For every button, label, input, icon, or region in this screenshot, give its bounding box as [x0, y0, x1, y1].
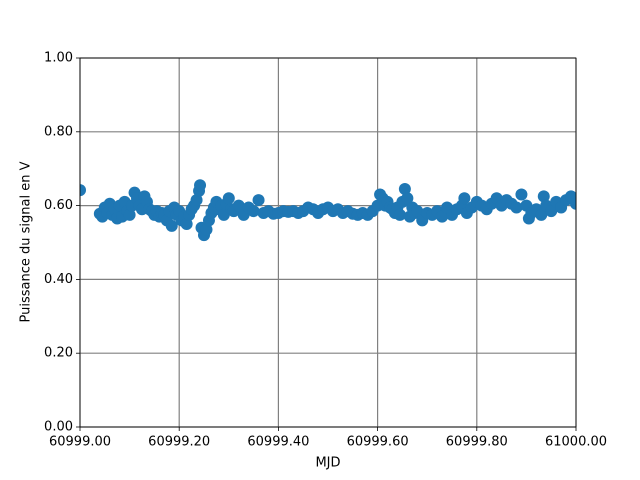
- data-point: [190, 194, 203, 207]
- y-tick-label: 0.60: [44, 198, 73, 213]
- data-point: [180, 218, 193, 231]
- data-point: [200, 223, 213, 236]
- x-tick-label: 60999.60: [347, 435, 409, 450]
- data-point: [123, 208, 136, 221]
- data-point: [570, 197, 576, 210]
- data-point: [247, 205, 260, 218]
- data-point: [535, 208, 548, 221]
- y-axis-label: Puissance du signal en V: [19, 161, 34, 322]
- x-tick-label: 61000.00: [545, 435, 607, 450]
- y-tick-label: 0.80: [44, 124, 73, 139]
- data-point: [398, 182, 411, 195]
- x-axis-label: MJD: [315, 456, 340, 471]
- y-tick-label: 1.00: [44, 51, 73, 66]
- y-tick-label: 0.40: [44, 272, 73, 287]
- data-point: [458, 192, 471, 205]
- plot-frame: [79, 57, 577, 428]
- data-point: [436, 210, 449, 223]
- x-tick-label: 60999.40: [247, 435, 309, 450]
- data-point: [194, 179, 207, 192]
- data-point: [393, 208, 406, 221]
- data-point: [165, 219, 178, 232]
- data-point: [252, 194, 265, 207]
- x-tick-label: 60999.80: [446, 435, 508, 450]
- x-tick-label: 60999.20: [148, 435, 210, 450]
- data-point: [510, 201, 523, 214]
- data-point: [411, 205, 424, 218]
- x-tick-label: 60999.00: [49, 435, 111, 450]
- data-point: [80, 184, 86, 197]
- data-point: [401, 192, 414, 205]
- data-point: [232, 199, 245, 212]
- data-point: [515, 188, 528, 201]
- y-tick-label: 0.00: [44, 420, 73, 435]
- data-point: [537, 190, 550, 203]
- data-point: [222, 192, 235, 205]
- y-tick-label: 0.20: [44, 346, 73, 361]
- data-point: [545, 205, 558, 218]
